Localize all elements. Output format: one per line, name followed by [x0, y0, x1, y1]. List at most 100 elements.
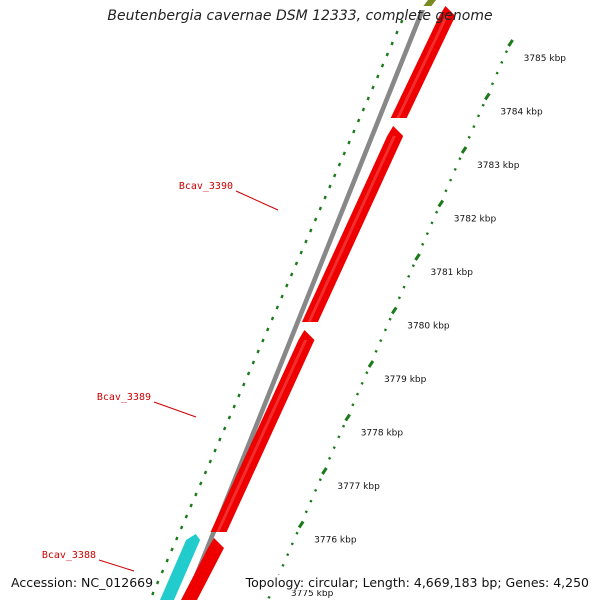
ruler-dot: [395, 30, 399, 35]
scale-tick-minor: [495, 71, 499, 75]
ruler-dot: [294, 261, 299, 266]
scale-tick-minor: [388, 317, 392, 321]
scale-tick-minor: [504, 50, 509, 54]
ruler-dot: [376, 74, 380, 79]
ruler-dot: [227, 415, 232, 420]
scale-tick-major: [437, 199, 445, 208]
ruler-dot: [266, 327, 270, 332]
scale-tick-major: [344, 413, 351, 422]
scale-tick-minor: [360, 381, 364, 385]
scale-tick-minor: [383, 328, 388, 332]
scale-tick-minor: [281, 563, 285, 567]
scale-tick-minor: [328, 456, 332, 460]
ruler-dot: [237, 393, 241, 398]
scale-tick-major: [297, 520, 305, 529]
gene-arrow-bcav-3389: [210, 330, 315, 532]
scale-tick-minor: [295, 531, 299, 535]
gene-arrow-bcav-3388: [160, 534, 201, 600]
scale-tick-minor: [290, 542, 294, 546]
scale-tick-minor: [355, 392, 360, 396]
gene-arrow: [390, 6, 456, 118]
scale-label: 3785 kbp: [524, 54, 567, 64]
scale-tick-minor: [481, 103, 485, 107]
scale-tick-major: [484, 92, 491, 101]
accession-label: Accession: NC_012669: [9, 575, 156, 590]
ruler-dot: [242, 382, 246, 387]
ruler-dot: [179, 525, 184, 530]
ruler-dot: [184, 514, 189, 519]
ruler-dot: [189, 503, 193, 508]
ruler-dot: [151, 591, 155, 596]
ruler-dot: [160, 569, 165, 574]
ruler-dot: [218, 437, 222, 442]
ruler-dot: [246, 371, 251, 376]
scale-tick-minor: [476, 114, 481, 118]
gene-highlight: [396, 16, 449, 118]
ruler-dot: [208, 459, 213, 464]
ruler-dot: [385, 52, 390, 57]
scale-tick-minor: [411, 264, 415, 268]
gene-label: Bcav_3389: [97, 392, 151, 403]
scale-tick-minor: [458, 157, 462, 161]
scale-label: 3778 kbp: [361, 429, 404, 439]
ruler-dot: [270, 316, 275, 321]
scale-label: 3777 kbp: [337, 482, 380, 492]
ruler-dot: [275, 305, 280, 310]
scale-tick-minor: [379, 339, 383, 343]
scale-tick-major: [367, 360, 375, 368]
scale-tick-minor: [402, 285, 406, 289]
scale-tick-minor: [449, 178, 453, 182]
ruler-dot: [323, 195, 327, 200]
ruler-dot: [342, 151, 346, 156]
scale-tick-major: [321, 467, 328, 475]
scale-tick-minor: [337, 435, 341, 439]
gene-arrow-small: [423, 0, 436, 6]
ruler-dot: [213, 448, 217, 453]
scale-tick-minor: [332, 446, 336, 450]
gene-arrow: [181, 538, 224, 600]
ruler-dot: [304, 239, 308, 244]
gene-leader-line: [153, 401, 197, 418]
ruler-dot: [175, 536, 179, 541]
scale-tick-minor: [467, 135, 471, 139]
scale-tick-minor: [374, 349, 378, 353]
ruler-dot: [352, 129, 356, 134]
scale-tick-minor: [453, 167, 457, 171]
scale-tick-minor: [341, 424, 346, 428]
ruler-dot: [399, 19, 404, 24]
ruler-dot: [356, 118, 361, 123]
scale-tick-minor: [435, 210, 439, 214]
ruler-dot: [390, 41, 394, 46]
gene-highlight: [216, 340, 308, 532]
gene-label: Bcav_3388: [42, 550, 96, 561]
ruler-dot: [194, 492, 198, 497]
scale-tick-minor: [318, 478, 322, 482]
scale-tick-major: [390, 306, 398, 315]
scale-tick-minor: [397, 296, 401, 300]
ruler-dot: [199, 481, 203, 486]
ruler-dot: [170, 547, 174, 552]
ruler-dot: [261, 338, 265, 343]
scale-tick-minor: [490, 82, 495, 86]
ruler-dot: [285, 283, 289, 288]
ruler-dot: [222, 426, 227, 431]
ruler-dot: [380, 63, 385, 68]
scale-label: 3783 kbp: [477, 161, 520, 171]
scale-tick-minor: [314, 488, 318, 492]
ruler-dot: [251, 360, 256, 365]
scale-tick-minor: [500, 60, 504, 64]
ruler-dot: [337, 162, 342, 167]
scale-label: 3780 kbp: [407, 322, 450, 332]
scale-tick-minor: [421, 242, 425, 246]
scale-label: 3779 kbp: [384, 375, 427, 385]
scale-tick-major: [507, 39, 514, 47]
gene-arrow-bcav-3390: [301, 126, 404, 322]
gene-label: Bcav_3390: [179, 181, 233, 192]
ruler-dot: [232, 404, 236, 409]
scale-tick-minor: [472, 125, 476, 129]
ruler-dot: [318, 206, 323, 211]
ruler-dot: [155, 580, 160, 585]
scale-tick-minor: [286, 553, 290, 557]
ruler-dot: [289, 272, 294, 277]
